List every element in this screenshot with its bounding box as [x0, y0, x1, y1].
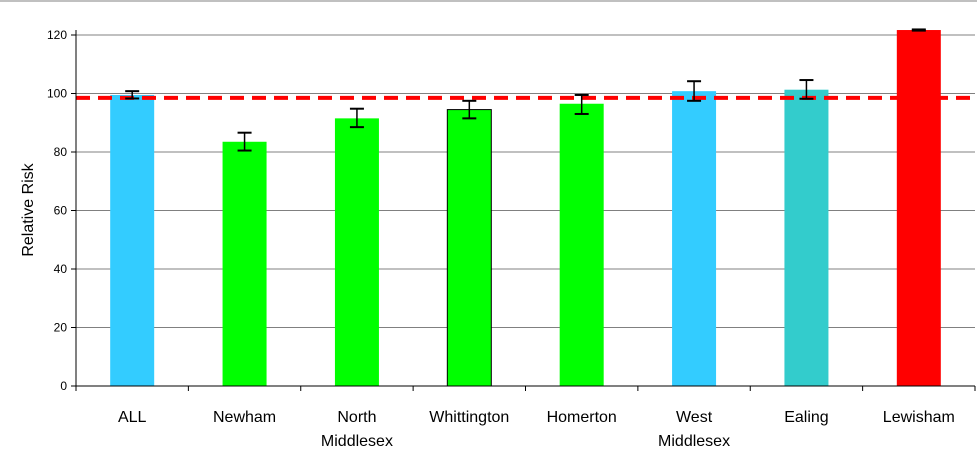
y-tick-label: 80: [54, 145, 68, 159]
y-tick-label: 20: [54, 321, 68, 335]
y-tick-label: 120: [47, 28, 67, 42]
y-axis-title: Relative Risk: [20, 162, 37, 256]
y-tick-label: 60: [54, 204, 68, 218]
y-tick-label: 100: [47, 87, 67, 101]
gridlines: [76, 34, 975, 328]
bar: [222, 141, 267, 386]
x-category-label: Homerton: [547, 409, 617, 426]
x-category-label: Ealing: [784, 409, 828, 426]
x-category-label: North: [337, 409, 376, 426]
x-category-labels: ALL Newham North Middlesex Whittington Homert…: [118, 409, 955, 450]
bar: [446, 109, 492, 387]
bar: [559, 103, 604, 387]
x-category-label: Lewisham: [883, 409, 955, 426]
bar: [896, 30, 941, 387]
x-category-label: Middlesex: [321, 433, 393, 450]
bar: [110, 94, 155, 387]
bars: [110, 30, 941, 387]
x-category-label: West: [676, 409, 713, 426]
x-category-label: Newham: [213, 409, 276, 426]
bar: [672, 91, 717, 386]
x-category-label: Whittington: [429, 409, 509, 426]
x-category-label: Middlesex: [658, 433, 730, 450]
axes: [71, 30, 976, 391]
y-tick-label: 40: [54, 262, 68, 276]
error-bars: [125, 28, 926, 152]
bar: [334, 118, 379, 387]
y-tick-label: 0: [60, 379, 67, 393]
y-tick-labels: 0 20 40 60 80 100 120: [47, 28, 67, 393]
x-category-label: ALL: [118, 409, 147, 426]
bar: [784, 89, 829, 386]
